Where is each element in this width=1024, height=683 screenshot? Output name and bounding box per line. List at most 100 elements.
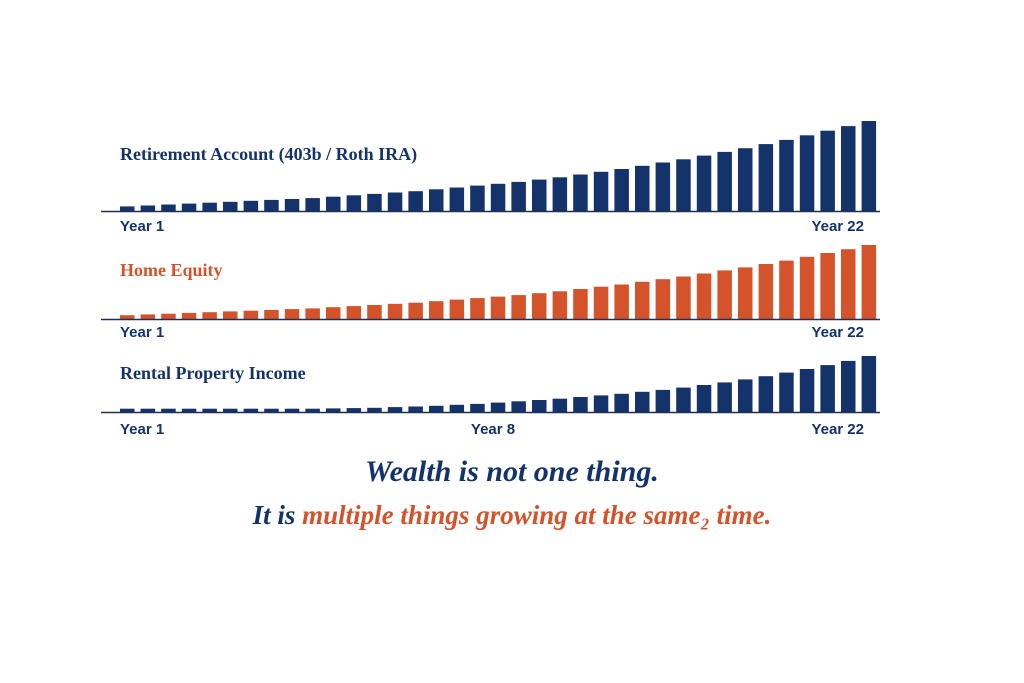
bar xyxy=(552,291,568,319)
bar xyxy=(326,196,341,211)
bar xyxy=(243,310,259,319)
bar xyxy=(841,249,856,319)
tagline-line2-highlight: multiple things growing at the same₂ tim… xyxy=(302,500,772,530)
bar xyxy=(449,299,465,319)
bar xyxy=(429,189,444,211)
tick-label: Year 1 xyxy=(120,324,164,341)
bar xyxy=(614,284,629,319)
chart-title: Retirement Account (403b / Roth IRA) xyxy=(120,144,417,165)
bar xyxy=(635,391,650,412)
bar xyxy=(738,379,753,412)
chart-title: Rental Property Income xyxy=(120,363,306,383)
bar xyxy=(696,385,712,412)
bar xyxy=(573,289,588,319)
bar xyxy=(120,408,135,412)
chart-panel-2: Home Equity Year 1 Year 22 xyxy=(101,245,880,341)
bar xyxy=(346,306,362,319)
bar xyxy=(655,162,671,211)
bar xyxy=(181,408,197,412)
bar xyxy=(202,202,217,211)
bar xyxy=(758,264,774,319)
bar xyxy=(223,408,238,412)
bar xyxy=(181,312,197,319)
bar xyxy=(820,365,835,412)
bar xyxy=(593,171,609,211)
bar xyxy=(243,408,259,412)
bar xyxy=(861,121,877,211)
bar xyxy=(799,135,815,211)
bar xyxy=(367,305,382,319)
bar xyxy=(120,206,135,211)
bar xyxy=(655,279,671,319)
bar xyxy=(532,293,547,319)
bar xyxy=(820,253,835,319)
bar xyxy=(202,312,217,319)
bar xyxy=(593,395,609,412)
bar xyxy=(346,195,362,211)
bar xyxy=(326,307,341,319)
bar xyxy=(264,309,279,319)
tagline-headline: Wealth is not one thing. xyxy=(0,455,1024,489)
bar xyxy=(161,408,176,412)
bar xyxy=(181,203,197,211)
bar xyxy=(552,398,568,412)
tagline-line1: Wealth is not one thing. xyxy=(365,455,659,488)
bar xyxy=(140,314,156,319)
bar xyxy=(552,177,568,211)
tagline-line2-prefix: It is xyxy=(252,500,303,530)
bar xyxy=(305,408,320,412)
bar xyxy=(305,308,320,319)
bar xyxy=(470,185,485,211)
tagline-subline: It is multiple things growing at the sam… xyxy=(0,500,1024,531)
bar xyxy=(573,174,588,211)
tick-label: Year 8 xyxy=(471,421,515,438)
tick-label: Year 22 xyxy=(811,218,864,235)
bar xyxy=(120,315,135,319)
bar xyxy=(696,273,712,319)
bar xyxy=(758,144,774,211)
bar xyxy=(223,311,238,319)
chart-panel-3: Rental Property Income Year 1 Year 8 Year 2… xyxy=(101,356,880,438)
bar xyxy=(408,302,423,319)
bar xyxy=(161,313,176,319)
bar xyxy=(614,169,629,211)
bar xyxy=(532,179,547,211)
bar xyxy=(490,183,506,211)
bar xyxy=(449,404,465,412)
bar xyxy=(820,130,835,211)
bar xyxy=(284,309,300,319)
bar xyxy=(202,408,217,412)
bar xyxy=(861,245,877,319)
bar xyxy=(841,126,856,211)
bar xyxy=(490,402,506,412)
bar xyxy=(635,165,650,211)
bar xyxy=(779,260,794,319)
bar xyxy=(655,389,671,412)
bar xyxy=(861,356,877,412)
bar xyxy=(387,303,403,319)
bar xyxy=(511,181,526,211)
bar xyxy=(738,148,753,211)
bar xyxy=(717,382,732,412)
bar xyxy=(305,198,320,211)
bar xyxy=(367,193,382,211)
bar xyxy=(264,408,279,412)
chart-panel-1: Retirement Account (403b / Roth IRA) Year… xyxy=(101,121,880,235)
bar xyxy=(346,408,362,412)
bar xyxy=(429,405,444,412)
bar xyxy=(841,360,856,412)
bar xyxy=(470,298,485,319)
bar xyxy=(676,276,691,319)
bar xyxy=(676,387,691,412)
bar xyxy=(140,408,156,412)
bar xyxy=(779,372,794,412)
bar xyxy=(573,397,588,412)
bar xyxy=(284,408,300,412)
bar xyxy=(387,407,403,412)
bar xyxy=(429,301,444,319)
bar xyxy=(408,191,423,211)
bar xyxy=(511,295,526,319)
tick-label: Year 1 xyxy=(120,218,164,235)
bar xyxy=(738,267,753,319)
